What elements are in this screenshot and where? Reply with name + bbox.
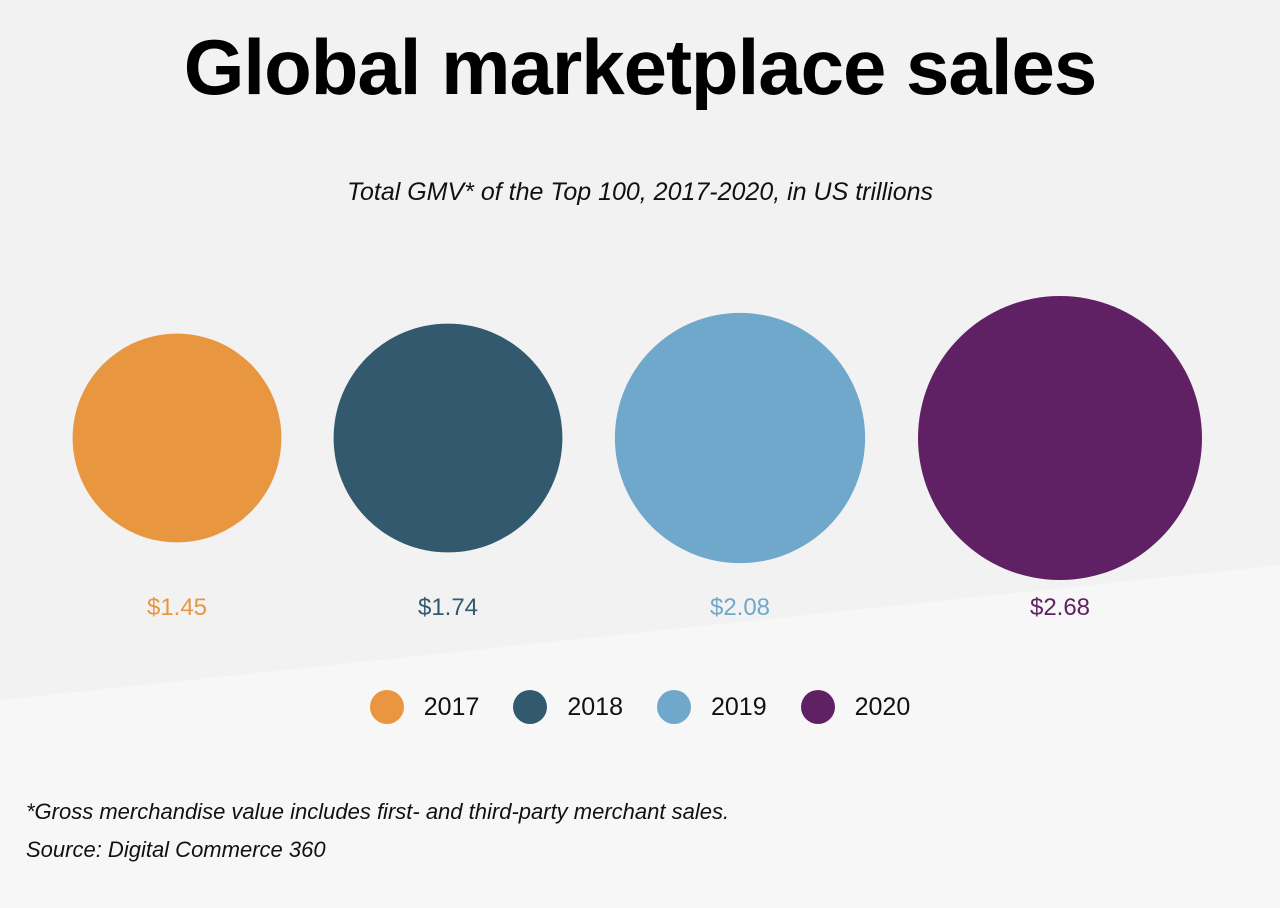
legend-label-2019: 2019 <box>711 692 767 721</box>
chart-title: Global marketplace sales <box>183 23 1098 111</box>
footnote-source: Source: Digital Commerce 360 <box>26 837 326 862</box>
legend-label-2020: 2020 <box>854 692 911 721</box>
footnote-definition: *Gross merchandise value includes first-… <box>26 799 730 824</box>
footnote: *Gross merchandise value includes first-… <box>26 793 729 869</box>
value-label-2019: $2.08 <box>710 594 770 621</box>
legend-label-2017: 2017 <box>423 692 480 721</box>
value-label-2018: $1.74 <box>418 594 478 621</box>
legend-item-2019: 2019 <box>657 690 767 724</box>
bubble-chart: $1.45 $1.74 $2.08 $2.68 <box>72 296 1202 621</box>
legend-swatch-2018 <box>513 690 548 724</box>
legend-item-2020: 2020 <box>800 690 911 724</box>
value-label-2017: $1.45 <box>147 594 207 621</box>
value-label-2020: $2.68 <box>1030 594 1090 621</box>
legend-label-2018: 2018 <box>567 692 623 721</box>
bubble-2019 <box>614 312 866 564</box>
legend-item-2017: 2017 <box>369 690 480 724</box>
legend-swatch-2017 <box>369 690 404 724</box>
bubble-2017 <box>72 333 282 543</box>
bubble-2020 <box>918 296 1202 580</box>
legend-swatch-2020 <box>800 690 835 724</box>
bubble-2018 <box>333 323 563 553</box>
legend-swatch-2019 <box>657 690 691 724</box>
chart-subtitle: Total GMV* of the Top 100, 2017-2020, in… <box>347 178 933 206</box>
legend: 2017 2018 2019 2020 <box>0 690 1280 724</box>
legend-item-2018: 2018 <box>513 690 623 724</box>
